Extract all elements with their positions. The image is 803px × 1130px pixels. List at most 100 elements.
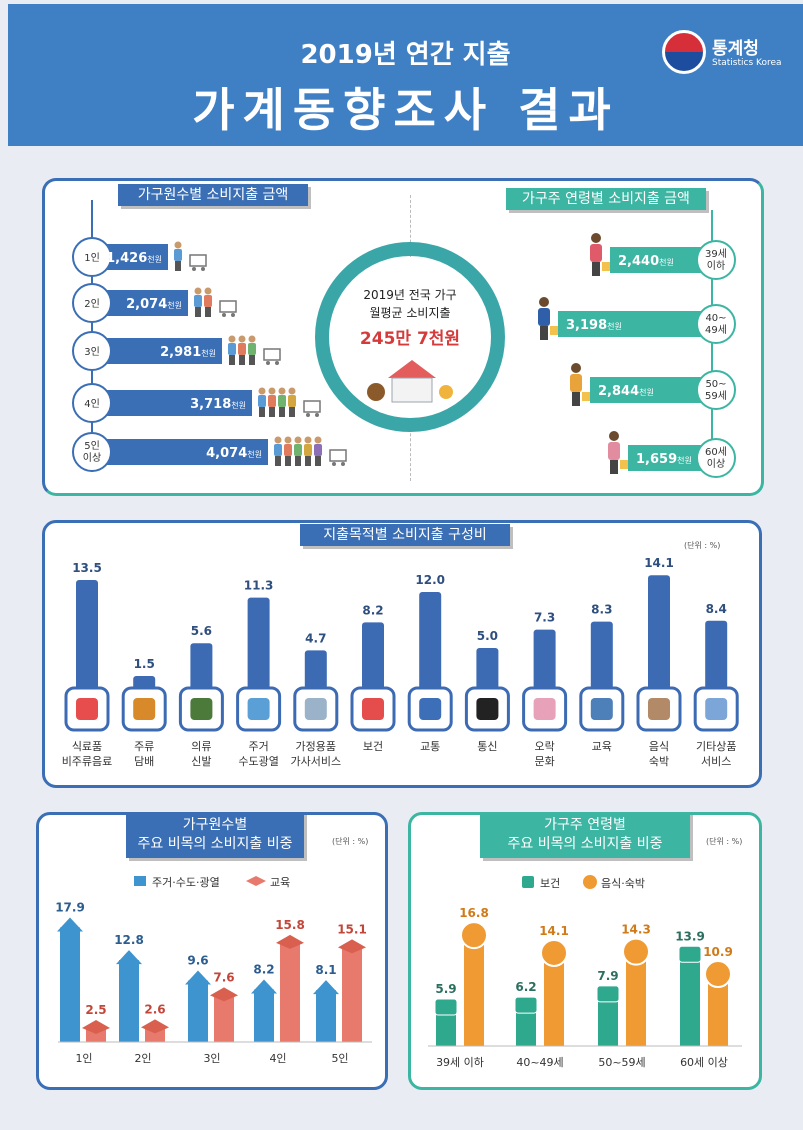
shopping-bag-icon	[582, 392, 590, 401]
graduation-cap-icon	[338, 939, 366, 954]
legend-food-icon	[583, 875, 597, 889]
health-share-value: 7.9	[597, 969, 618, 983]
center-total-value: 245만 7천원	[359, 329, 461, 349]
composition-unit: (단위 : %)	[684, 541, 721, 550]
legend-housing-icon	[134, 876, 146, 886]
coin-icon	[439, 385, 453, 399]
share-age-category-label: 50~59세	[598, 1056, 645, 1069]
graduation-cap-icon	[141, 1019, 169, 1034]
person-body-icon	[258, 395, 266, 407]
person-body-icon	[608, 442, 620, 460]
composition-value-label: 5.0	[477, 629, 498, 643]
household-size-badge	[72, 383, 112, 423]
share-size-tag-line1: 가구원수별	[182, 817, 248, 833]
person-legs-icon	[295, 456, 301, 466]
cart-wheel-icon	[341, 462, 345, 466]
householder-age-tag: 가구주 연령별 소비지출 금액	[506, 188, 706, 210]
category-icon	[133, 698, 156, 720]
composition-bar	[533, 629, 556, 692]
legend-health-label: 보건	[540, 877, 560, 890]
person-head-icon	[304, 436, 312, 444]
composition-value-label: 13.5	[72, 561, 102, 575]
person-legs-icon	[175, 261, 181, 271]
person-head-icon	[539, 297, 549, 307]
food-share-value: 14.1	[539, 924, 569, 938]
composition-category-label: 가정용품 가사서비스	[290, 740, 341, 768]
composition-category-label: 주류 담배	[134, 740, 154, 768]
cart-wheel-icon	[222, 313, 226, 317]
education-share-bar	[342, 945, 362, 1042]
person-legs-icon	[279, 407, 285, 417]
health-share-bar	[680, 954, 700, 1046]
health-share-bar	[436, 1007, 456, 1046]
person-head-icon	[194, 287, 202, 295]
household-size-value: 4,074천원	[206, 446, 262, 461]
household-size-badge	[72, 237, 112, 277]
household-size-badge	[72, 283, 112, 323]
cart-wheel-icon	[192, 267, 196, 271]
logo-name: 통계청	[712, 39, 759, 59]
share-size-category-label: 1인	[75, 1052, 92, 1065]
householder-age-label: 50~ 59세	[705, 379, 727, 402]
center-text-2: 월평균 소비지출	[369, 306, 451, 320]
housing-share-bar	[119, 960, 139, 1042]
category-icon	[247, 698, 270, 720]
cart-wheel-icon	[231, 313, 235, 317]
center-ring	[315, 242, 505, 432]
housing-share-value: 9.6	[187, 954, 208, 968]
composition-category-label: 음식 숙박	[649, 740, 669, 768]
household-size-label: 2인	[84, 298, 100, 310]
person-legs-icon	[572, 392, 580, 406]
housing-share-value: 12.8	[114, 933, 144, 947]
householder-age-badge	[696, 438, 736, 478]
composition-bar	[190, 643, 213, 692]
share-size-tag-line2: 주요 비목의 소비지출 비중	[137, 836, 293, 852]
health-share-value: 6.2	[515, 980, 536, 994]
householder-age-value: 3,198천원	[566, 318, 622, 333]
legend-health-icon	[522, 876, 534, 888]
medical-kit-icon	[514, 996, 538, 1014]
person-head-icon	[258, 387, 266, 395]
person-body-icon	[174, 249, 182, 261]
medical-kit-icon	[434, 998, 458, 1016]
person-legs-icon	[269, 407, 275, 417]
person-legs-icon	[249, 355, 255, 365]
composition-bar	[590, 621, 613, 692]
person-head-icon	[284, 436, 292, 444]
person-legs-icon	[610, 460, 618, 474]
composition-bar	[76, 580, 98, 692]
composition-category-label: 의류 신발	[191, 740, 211, 768]
share-age-category-label: 60세 이상	[680, 1056, 728, 1069]
person-head-icon	[248, 335, 256, 343]
person-legs-icon	[195, 307, 201, 317]
person-legs-icon	[259, 407, 265, 417]
composition-tag: 지출목적별 소비지출 구성비	[300, 524, 510, 546]
category-icon	[419, 698, 442, 720]
household-size-value: 3,718천원	[190, 397, 246, 412]
composition-bar	[304, 650, 327, 692]
category-icon	[362, 698, 384, 720]
category-icon	[705, 698, 728, 720]
header-banner: 2019년 연간 지출 가계동향조사 결과 통계청 Statistics Kor…	[8, 4, 803, 146]
household-size-value: 2,074천원	[126, 297, 182, 312]
category-icon	[76, 698, 98, 720]
share-size-category-label: 4인	[269, 1052, 286, 1065]
household-size-badge	[72, 432, 112, 472]
householder-age-bar	[610, 247, 712, 273]
composition-value-label: 8.4	[706, 602, 727, 616]
share-age-category-label: 40~49세	[516, 1056, 563, 1069]
composition-bar	[648, 575, 670, 692]
household-size-label: 5인 이상	[83, 440, 101, 464]
person-body-icon	[590, 244, 602, 262]
household-size-bar	[92, 338, 222, 364]
graduation-cap-icon	[82, 1020, 110, 1034]
person-legs-icon	[229, 355, 235, 365]
composition-bar	[362, 622, 384, 692]
person-body-icon	[288, 395, 296, 407]
composition-category-label: 보건	[363, 740, 383, 753]
person-head-icon	[278, 387, 286, 395]
householder-age-label: 40~ 49세	[705, 313, 727, 336]
education-share-value: 2.6	[144, 1002, 165, 1016]
